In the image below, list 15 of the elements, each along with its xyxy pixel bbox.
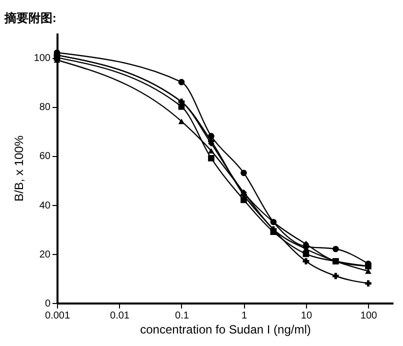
y-tick-label: 80: [39, 102, 51, 114]
x-tick-label: 0.01: [110, 310, 130, 322]
y-tick-label: 40: [39, 200, 51, 212]
x-tick-label: 1: [241, 310, 248, 322]
chart-title: 摘要附图:: [3, 11, 56, 25]
y-tick-label: 20: [39, 249, 51, 260]
x-tick-label: 0.001: [44, 310, 70, 322]
x-tick-label: 0.1: [175, 310, 190, 322]
y-tick-label: 100: [34, 53, 51, 64]
y-tick-label: 60: [39, 151, 51, 162]
x-tick-label: 10: [300, 310, 312, 322]
y-tick-label: 0: [44, 298, 51, 310]
x-tick-label: 100: [360, 310, 378, 322]
y-axis-title: B/B, x 100%: [12, 135, 26, 202]
x-axis-title: concentration fo Sudan I (ng/ml): [140, 322, 311, 336]
